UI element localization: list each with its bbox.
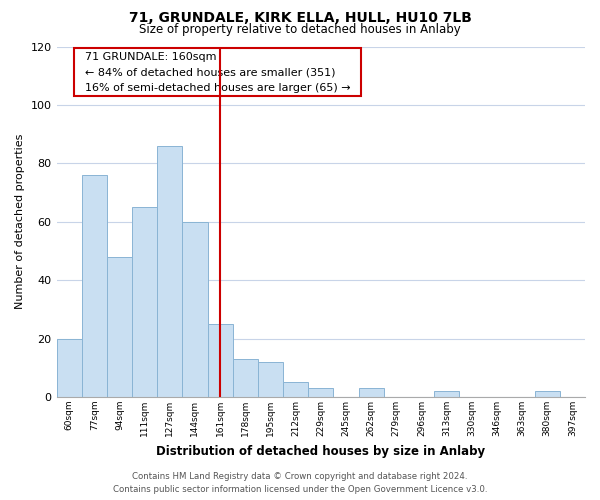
Text: 71 GRUNDALE: 160sqm
  ← 84% of detached houses are smaller (351)
  16% of semi-d: 71 GRUNDALE: 160sqm ← 84% of detached ho… xyxy=(77,52,358,93)
Bar xyxy=(56,338,82,397)
Bar xyxy=(182,222,208,397)
Bar xyxy=(308,388,334,397)
Bar xyxy=(359,388,383,397)
Bar xyxy=(107,257,132,397)
Text: Contains HM Land Registry data © Crown copyright and database right 2024.
Contai: Contains HM Land Registry data © Crown c… xyxy=(113,472,487,494)
Bar xyxy=(132,207,157,397)
Text: Size of property relative to detached houses in Anlaby: Size of property relative to detached ho… xyxy=(139,22,461,36)
X-axis label: Distribution of detached houses by size in Anlaby: Distribution of detached houses by size … xyxy=(156,444,485,458)
Bar xyxy=(157,146,182,397)
Text: 71, GRUNDALE, KIRK ELLA, HULL, HU10 7LB: 71, GRUNDALE, KIRK ELLA, HULL, HU10 7LB xyxy=(128,11,472,25)
Bar xyxy=(258,362,283,397)
Bar xyxy=(233,359,258,397)
Bar xyxy=(283,382,308,397)
Bar xyxy=(434,391,459,397)
Y-axis label: Number of detached properties: Number of detached properties xyxy=(15,134,25,310)
Bar xyxy=(535,391,560,397)
Bar xyxy=(208,324,233,397)
Bar xyxy=(82,175,107,397)
